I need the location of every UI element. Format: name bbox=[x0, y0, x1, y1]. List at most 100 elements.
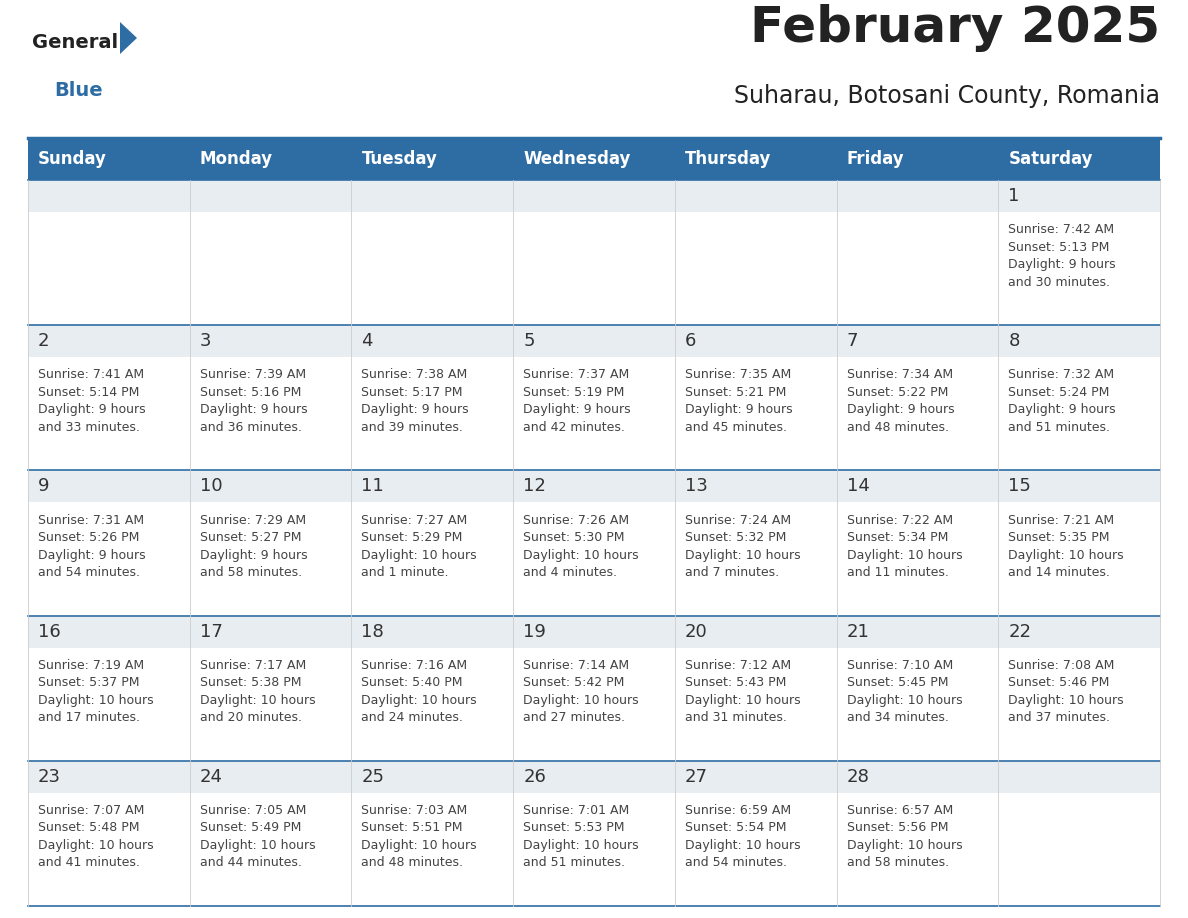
Text: Tuesday: Tuesday bbox=[361, 150, 437, 168]
Text: 28: 28 bbox=[847, 767, 870, 786]
Text: and 7 minutes.: and 7 minutes. bbox=[684, 566, 779, 579]
Text: Sunrise: 7:34 AM: Sunrise: 7:34 AM bbox=[847, 368, 953, 381]
Bar bbox=[836, 325, 998, 357]
Text: Sunset: 5:24 PM: Sunset: 5:24 PM bbox=[1009, 386, 1110, 399]
Text: Wednesday: Wednesday bbox=[523, 150, 631, 168]
Bar bbox=[29, 761, 190, 793]
Text: and 41 minutes.: and 41 minutes. bbox=[38, 856, 140, 869]
Text: Sunset: 5:26 PM: Sunset: 5:26 PM bbox=[38, 532, 139, 544]
Text: and 30 minutes.: and 30 minutes. bbox=[1009, 275, 1111, 288]
Text: and 54 minutes.: and 54 minutes. bbox=[684, 856, 786, 869]
Bar bbox=[836, 180, 998, 212]
Bar bbox=[190, 761, 352, 793]
Bar bbox=[513, 616, 675, 647]
Bar bbox=[29, 761, 190, 906]
Text: Sunset: 5:37 PM: Sunset: 5:37 PM bbox=[38, 677, 139, 689]
Bar bbox=[998, 761, 1159, 906]
Bar bbox=[998, 470, 1159, 616]
Text: and 54 minutes.: and 54 minutes. bbox=[38, 566, 140, 579]
Text: 3: 3 bbox=[200, 332, 211, 350]
Bar bbox=[998, 180, 1159, 325]
Text: 25: 25 bbox=[361, 767, 385, 786]
Bar bbox=[836, 180, 998, 325]
Text: Daylight: 9 hours: Daylight: 9 hours bbox=[361, 403, 469, 417]
Bar bbox=[190, 325, 352, 357]
Bar bbox=[836, 616, 998, 647]
Text: Sunrise: 7:01 AM: Sunrise: 7:01 AM bbox=[523, 804, 630, 817]
Bar bbox=[352, 761, 513, 906]
Text: 8: 8 bbox=[1009, 332, 1019, 350]
Text: Daylight: 10 hours: Daylight: 10 hours bbox=[200, 694, 315, 707]
Text: and 48 minutes.: and 48 minutes. bbox=[847, 420, 948, 434]
Text: Sunrise: 7:08 AM: Sunrise: 7:08 AM bbox=[1009, 659, 1114, 672]
Text: Daylight: 10 hours: Daylight: 10 hours bbox=[38, 839, 153, 852]
Text: Thursday: Thursday bbox=[684, 150, 771, 168]
Bar bbox=[513, 180, 675, 325]
Bar bbox=[998, 325, 1159, 470]
Bar bbox=[352, 616, 513, 761]
Text: Daylight: 10 hours: Daylight: 10 hours bbox=[847, 839, 962, 852]
Bar bbox=[675, 470, 836, 502]
Text: Sunset: 5:30 PM: Sunset: 5:30 PM bbox=[523, 532, 625, 544]
Text: Sunrise: 7:03 AM: Sunrise: 7:03 AM bbox=[361, 804, 468, 817]
Text: Sunset: 5:43 PM: Sunset: 5:43 PM bbox=[684, 677, 786, 689]
Text: Daylight: 9 hours: Daylight: 9 hours bbox=[38, 549, 146, 562]
Text: and 58 minutes.: and 58 minutes. bbox=[847, 856, 949, 869]
Bar bbox=[190, 180, 352, 212]
Bar bbox=[675, 616, 836, 761]
Text: Blue: Blue bbox=[53, 81, 102, 100]
Text: Sunset: 5:53 PM: Sunset: 5:53 PM bbox=[523, 822, 625, 834]
Text: Sunset: 5:51 PM: Sunset: 5:51 PM bbox=[361, 822, 463, 834]
Text: 11: 11 bbox=[361, 477, 384, 496]
Bar bbox=[352, 325, 513, 470]
Text: Friday: Friday bbox=[847, 150, 904, 168]
Bar bbox=[675, 325, 836, 357]
Text: Sunrise: 7:10 AM: Sunrise: 7:10 AM bbox=[847, 659, 953, 672]
Bar bbox=[190, 616, 352, 647]
Bar bbox=[190, 325, 352, 470]
Text: 20: 20 bbox=[684, 622, 708, 641]
Text: Sunset: 5:32 PM: Sunset: 5:32 PM bbox=[684, 532, 786, 544]
Text: Daylight: 10 hours: Daylight: 10 hours bbox=[361, 839, 478, 852]
Text: Daylight: 10 hours: Daylight: 10 hours bbox=[684, 549, 801, 562]
Text: and 48 minutes.: and 48 minutes. bbox=[361, 856, 463, 869]
Text: Daylight: 10 hours: Daylight: 10 hours bbox=[361, 549, 478, 562]
Text: Sunday: Sunday bbox=[38, 150, 107, 168]
Bar bbox=[836, 325, 998, 470]
Bar bbox=[29, 616, 190, 761]
Text: 5: 5 bbox=[523, 332, 535, 350]
Bar bbox=[675, 470, 836, 616]
Text: 14: 14 bbox=[847, 477, 870, 496]
Bar bbox=[836, 761, 998, 793]
Text: Sunset: 5:40 PM: Sunset: 5:40 PM bbox=[361, 677, 463, 689]
Bar bbox=[29, 325, 190, 357]
Bar bbox=[836, 761, 998, 906]
Text: Saturday: Saturday bbox=[1009, 150, 1093, 168]
Bar bbox=[998, 616, 1159, 761]
Bar bbox=[513, 180, 675, 212]
Text: and 45 minutes.: and 45 minutes. bbox=[684, 420, 786, 434]
Text: 17: 17 bbox=[200, 622, 222, 641]
Text: 13: 13 bbox=[684, 477, 708, 496]
Text: Sunrise: 7:05 AM: Sunrise: 7:05 AM bbox=[200, 804, 307, 817]
Text: 27: 27 bbox=[684, 767, 708, 786]
Bar bbox=[675, 180, 836, 325]
Text: and 34 minutes.: and 34 minutes. bbox=[847, 711, 948, 724]
Text: Daylight: 10 hours: Daylight: 10 hours bbox=[523, 549, 639, 562]
Text: and 37 minutes.: and 37 minutes. bbox=[1009, 711, 1111, 724]
Text: 7: 7 bbox=[847, 332, 858, 350]
Polygon shape bbox=[120, 22, 137, 54]
Bar bbox=[352, 180, 513, 212]
Text: Sunset: 5:29 PM: Sunset: 5:29 PM bbox=[361, 532, 463, 544]
Text: and 33 minutes.: and 33 minutes. bbox=[38, 420, 140, 434]
Bar bbox=[998, 616, 1159, 647]
Text: Sunrise: 6:57 AM: Sunrise: 6:57 AM bbox=[847, 804, 953, 817]
Bar bbox=[190, 616, 352, 761]
Bar bbox=[513, 761, 675, 793]
Bar bbox=[29, 180, 190, 325]
Text: Sunset: 5:21 PM: Sunset: 5:21 PM bbox=[684, 386, 786, 399]
Bar bbox=[352, 616, 513, 647]
Bar bbox=[513, 325, 675, 357]
Bar bbox=[513, 325, 675, 470]
Text: 19: 19 bbox=[523, 622, 546, 641]
